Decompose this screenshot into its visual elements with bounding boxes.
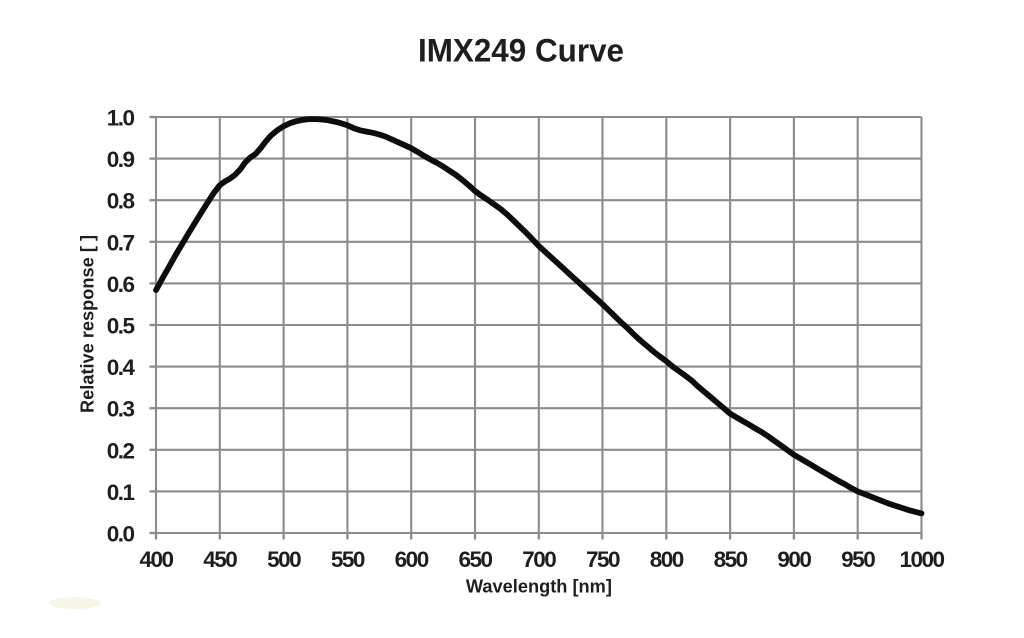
svg-text:Relative response [ ]: Relative response [ ]	[77, 235, 98, 413]
svg-text:0.0: 0.0	[107, 522, 135, 547]
svg-text:650: 650	[458, 547, 492, 572]
svg-text:900: 900	[777, 547, 811, 572]
svg-text:700: 700	[522, 547, 556, 572]
svg-text:450: 450	[203, 547, 237, 572]
svg-text:600: 600	[395, 547, 429, 572]
svg-text:0.9: 0.9	[107, 147, 135, 172]
svg-text:0.3: 0.3	[107, 397, 135, 422]
svg-text:0.6: 0.6	[107, 272, 135, 297]
svg-text:0.1: 0.1	[107, 480, 135, 505]
svg-text:IMX249 Curve: IMX249 Curve	[418, 33, 624, 69]
svg-text:0.4: 0.4	[107, 355, 136, 380]
svg-text:0.2: 0.2	[107, 438, 135, 463]
svg-text:0.8: 0.8	[107, 189, 135, 214]
svg-text:0.5: 0.5	[107, 314, 135, 339]
svg-text:850: 850	[714, 547, 748, 572]
svg-text:750: 750	[586, 547, 620, 572]
svg-text:0.7: 0.7	[107, 230, 135, 255]
svg-text:400: 400	[139, 547, 173, 572]
svg-text:1000: 1000	[899, 547, 944, 572]
svg-text:950: 950	[841, 547, 875, 572]
svg-text:550: 550	[331, 547, 365, 572]
svg-text:500: 500	[267, 547, 301, 572]
svg-text:Wavelength [nm]: Wavelength [nm]	[466, 576, 612, 597]
svg-text:800: 800	[650, 547, 684, 572]
svg-text:1.0: 1.0	[107, 106, 135, 131]
